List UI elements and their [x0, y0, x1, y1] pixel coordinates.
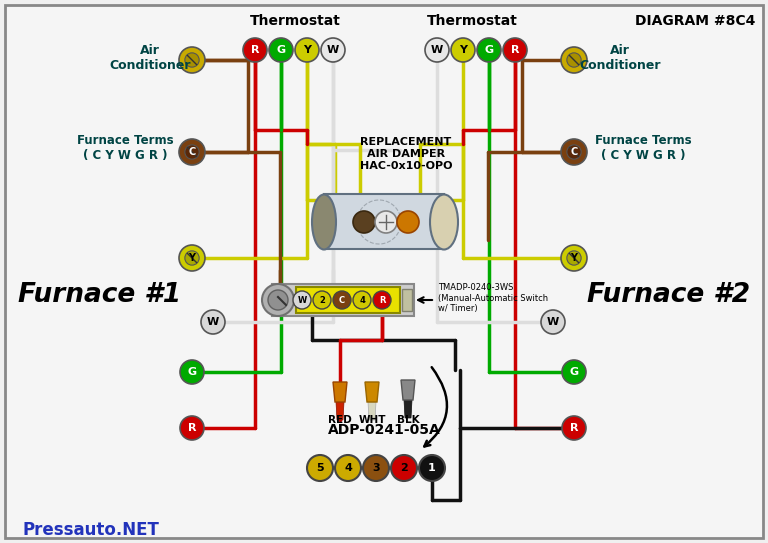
Circle shape — [179, 245, 205, 271]
Circle shape — [419, 455, 445, 481]
Text: 3: 3 — [372, 463, 380, 473]
Text: R: R — [250, 45, 260, 55]
Ellipse shape — [430, 194, 458, 249]
Text: REPLACEMENT
AIR DAMPER
HAC-0x10-OPO: REPLACEMENT AIR DAMPER HAC-0x10-OPO — [359, 137, 452, 171]
Text: R: R — [379, 295, 386, 305]
Text: Y: Y — [459, 45, 467, 55]
Text: Y: Y — [571, 253, 578, 263]
Circle shape — [541, 310, 565, 334]
Circle shape — [179, 139, 205, 165]
Text: G: G — [485, 45, 494, 55]
Polygon shape — [365, 382, 379, 402]
Text: Furnace #2: Furnace #2 — [587, 282, 750, 308]
Circle shape — [477, 38, 501, 62]
Circle shape — [567, 53, 581, 67]
Text: 4: 4 — [344, 463, 352, 473]
Circle shape — [179, 47, 205, 73]
Circle shape — [180, 360, 204, 384]
Circle shape — [269, 38, 293, 62]
Text: Thermostat: Thermostat — [426, 14, 518, 28]
Text: 1: 1 — [428, 463, 436, 473]
Text: Thermostat: Thermostat — [250, 14, 340, 28]
Text: BLK: BLK — [397, 415, 419, 425]
Text: Furnace Terms
( C Y W G R ): Furnace Terms ( C Y W G R ) — [77, 134, 174, 162]
Text: TMADP-0240-3WS
(Manual-Automatic Switch
w/ Timer): TMADP-0240-3WS (Manual-Automatic Switch … — [438, 283, 548, 313]
Circle shape — [373, 291, 391, 309]
Bar — [272, 284, 414, 316]
Polygon shape — [401, 380, 415, 400]
Text: ADP-0241-05A: ADP-0241-05A — [328, 423, 440, 437]
Circle shape — [562, 416, 586, 440]
Circle shape — [262, 284, 294, 316]
Circle shape — [561, 47, 587, 73]
Polygon shape — [404, 400, 412, 418]
Circle shape — [567, 145, 581, 159]
Circle shape — [451, 38, 475, 62]
Text: 4: 4 — [359, 295, 365, 305]
Circle shape — [375, 211, 397, 233]
Circle shape — [293, 291, 311, 309]
Text: Y: Y — [303, 45, 311, 55]
Text: Air
Conditioner: Air Conditioner — [579, 44, 660, 72]
Text: R: R — [570, 423, 578, 433]
Ellipse shape — [312, 194, 336, 249]
Circle shape — [201, 310, 225, 334]
Polygon shape — [368, 402, 376, 420]
Text: C: C — [571, 147, 578, 157]
Text: WHT: WHT — [358, 415, 386, 425]
Bar — [402, 289, 412, 311]
Circle shape — [391, 455, 417, 481]
Polygon shape — [336, 402, 344, 420]
Circle shape — [567, 251, 581, 265]
Text: C: C — [339, 295, 345, 305]
Circle shape — [353, 291, 371, 309]
Circle shape — [397, 211, 419, 233]
Text: W: W — [297, 295, 306, 305]
Polygon shape — [333, 382, 347, 402]
Circle shape — [295, 38, 319, 62]
Text: R: R — [187, 423, 197, 433]
Circle shape — [562, 360, 586, 384]
Text: 5: 5 — [316, 463, 324, 473]
Text: Air
Conditioner: Air Conditioner — [109, 44, 190, 72]
Circle shape — [561, 245, 587, 271]
Circle shape — [333, 291, 351, 309]
Text: Pressauto.NET: Pressauto.NET — [22, 521, 159, 539]
Text: Y: Y — [188, 253, 196, 263]
Text: RED: RED — [328, 415, 352, 425]
Bar — [324, 194, 444, 249]
Text: Furnace Terms
( C Y W G R ): Furnace Terms ( C Y W G R ) — [594, 134, 691, 162]
Circle shape — [363, 455, 389, 481]
Circle shape — [180, 416, 204, 440]
Circle shape — [185, 251, 199, 265]
Text: W: W — [327, 45, 339, 55]
Text: R: R — [511, 45, 519, 55]
Circle shape — [307, 455, 333, 481]
Circle shape — [313, 291, 331, 309]
Text: 2: 2 — [319, 295, 325, 305]
Circle shape — [561, 139, 587, 165]
Bar — [296, 287, 400, 313]
Circle shape — [335, 455, 361, 481]
Circle shape — [185, 145, 199, 159]
Circle shape — [353, 211, 375, 233]
Circle shape — [425, 38, 449, 62]
Text: G: G — [187, 367, 197, 377]
Text: G: G — [569, 367, 578, 377]
Text: C: C — [188, 147, 196, 157]
Text: DIAGRAM #8C4: DIAGRAM #8C4 — [634, 14, 755, 28]
Circle shape — [503, 38, 527, 62]
Circle shape — [321, 38, 345, 62]
Circle shape — [243, 38, 267, 62]
Circle shape — [185, 53, 199, 67]
Text: W: W — [207, 317, 219, 327]
Text: W: W — [547, 317, 559, 327]
Text: W: W — [431, 45, 443, 55]
Text: Furnace #1: Furnace #1 — [18, 282, 181, 308]
Circle shape — [268, 290, 288, 310]
Text: 2: 2 — [400, 463, 408, 473]
Text: G: G — [276, 45, 286, 55]
